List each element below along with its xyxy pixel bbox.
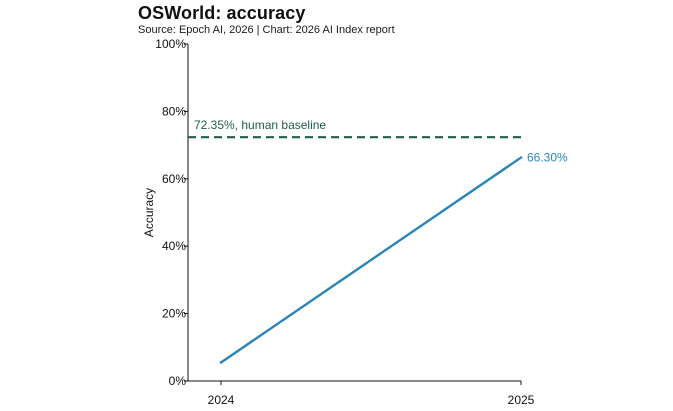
data-point xyxy=(219,361,223,364)
y-axis-ticks: 0% 20% 40% 60% 80% 100% xyxy=(155,37,188,388)
end-value-label: 66.30% xyxy=(527,151,568,165)
y-tick-label: 60% xyxy=(162,172,186,186)
data-point xyxy=(519,156,523,159)
chart-subtitle: Source: Epoch AI, 2026 | Chart: 2026 AI … xyxy=(138,24,395,36)
y-tick-label: 100% xyxy=(155,37,186,51)
y-tick-label: 20% xyxy=(162,307,186,321)
series-lines: 66.30% xyxy=(219,151,568,364)
x-axis-ticks: 2024 2025 xyxy=(208,381,535,407)
x-tick-label: 2024 xyxy=(208,393,235,407)
y-axis-title: Accuracy xyxy=(142,188,156,237)
y-tick-label: 0% xyxy=(169,374,187,388)
y-tick-label: 40% xyxy=(162,239,186,253)
human-baseline-label: 72.35%, human baseline xyxy=(194,118,326,132)
accuracy-series-line xyxy=(219,156,523,364)
y-tick-label: 80% xyxy=(162,104,186,118)
x-tick-label: 2025 xyxy=(508,393,535,407)
chart-title: OSWorld: accuracy xyxy=(138,3,306,23)
reference-lines: 72.35%, human baseline xyxy=(188,118,521,139)
